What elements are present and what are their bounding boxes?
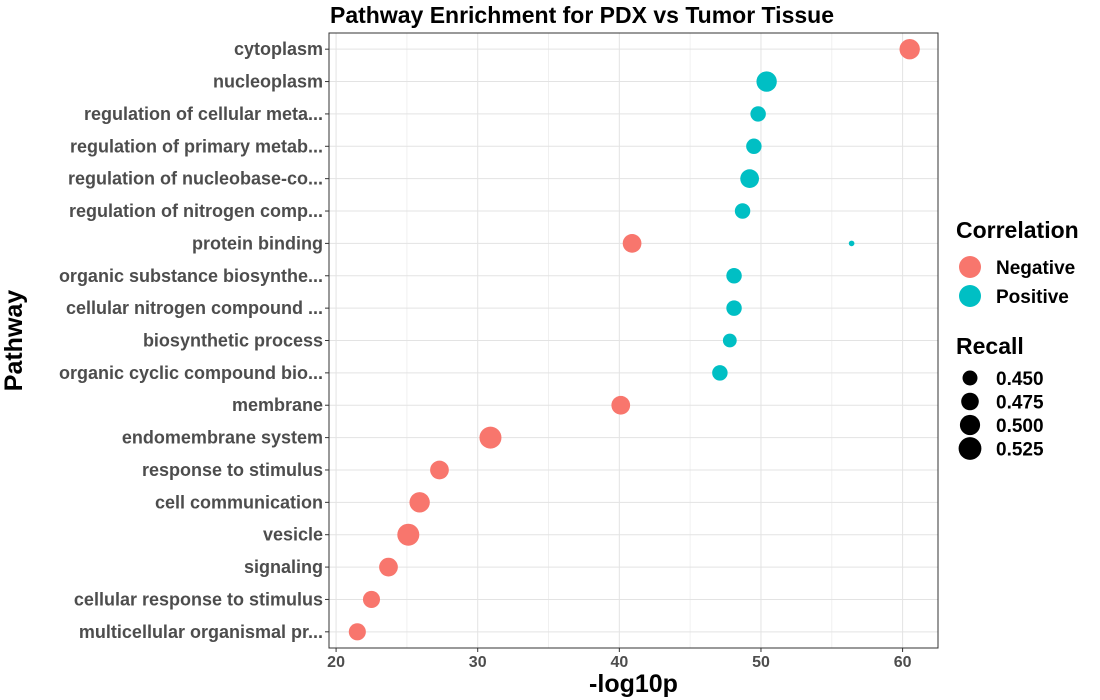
y-tick-label: nucleoplasm bbox=[213, 72, 323, 92]
legend-color-entries: Negative Positive bbox=[959, 256, 1075, 308]
legend-size-key bbox=[959, 414, 981, 436]
y-tick-label: protein binding bbox=[192, 233, 323, 253]
y-tick-label: cellular nitrogen compound ... bbox=[66, 298, 323, 318]
data-point bbox=[899, 39, 920, 60]
legend-color-label: Negative bbox=[996, 258, 1075, 279]
y-tick-label: regulation of primary metab... bbox=[70, 136, 323, 156]
data-point bbox=[397, 523, 420, 546]
data-point bbox=[756, 71, 777, 92]
y-tick-label: regulation of cellular meta... bbox=[84, 104, 323, 124]
y-tick-label: membrane bbox=[232, 395, 323, 415]
legend-color-key bbox=[959, 285, 981, 307]
x-tick-label: 50 bbox=[752, 654, 770, 671]
legend-color-key bbox=[959, 256, 981, 278]
data-point bbox=[622, 234, 642, 253]
legend-color-title: Correlation bbox=[956, 217, 1079, 243]
y-tick-label: organic cyclic compound bio... bbox=[59, 363, 323, 383]
grid-lines bbox=[329, 33, 938, 648]
x-tick-label: 60 bbox=[894, 654, 912, 671]
legend-size-label: 0.525 bbox=[996, 440, 1044, 461]
y-tick-label: cellular response to stimulus bbox=[74, 589, 323, 609]
legend: Correlation Negative Positive Recall 0.45… bbox=[956, 217, 1079, 461]
x-tick-label: 30 bbox=[469, 654, 487, 671]
legend-size-label: 0.500 bbox=[996, 416, 1044, 437]
data-point bbox=[479, 426, 502, 449]
data-point bbox=[750, 106, 766, 122]
data-point bbox=[740, 169, 759, 189]
data-point bbox=[726, 268, 742, 284]
x-tick-label: 20 bbox=[327, 654, 345, 671]
data-point bbox=[348, 623, 366, 641]
data-point bbox=[746, 138, 762, 155]
y-tick-label: response to stimulus bbox=[142, 460, 323, 480]
y-tick-label: endomembrane system bbox=[122, 428, 323, 448]
y-tick-label: signaling bbox=[244, 557, 323, 577]
data-point bbox=[712, 365, 728, 381]
data-point bbox=[379, 557, 398, 577]
legend-color-label: Positive bbox=[996, 287, 1069, 308]
y-tick-label: vesicle bbox=[263, 525, 323, 545]
y-axis-title: Pathway bbox=[0, 290, 28, 392]
y-tick-label: organic substance biosynthe... bbox=[59, 266, 323, 286]
chart-title: Pathway Enrichment for PDX vs Tumor Tiss… bbox=[330, 2, 834, 28]
data-point bbox=[611, 395, 631, 415]
y-tick-label: regulation of nitrogen comp... bbox=[69, 201, 323, 221]
y-tick-label: regulation of nucleobase-co... bbox=[68, 169, 323, 189]
y-tick-label: cell communication bbox=[155, 492, 323, 512]
legend-size-key bbox=[962, 370, 978, 386]
legend-size-title: Recall bbox=[956, 333, 1024, 359]
data-point bbox=[722, 333, 737, 348]
y-tick-labels: cytoplasm nucleoplasm regulation of cellul… bbox=[59, 39, 329, 642]
legend-size-key bbox=[961, 392, 979, 411]
x-tick-label: 40 bbox=[610, 654, 628, 671]
legend-size-label: 0.450 bbox=[996, 369, 1044, 390]
data-point bbox=[726, 300, 742, 316]
y-tick-label: multicellular organismal pr... bbox=[79, 622, 323, 642]
data-points bbox=[348, 39, 920, 641]
data-point bbox=[362, 590, 381, 608]
data-point bbox=[848, 240, 855, 247]
data-point bbox=[409, 492, 430, 513]
legend-size-label: 0.475 bbox=[996, 393, 1044, 414]
x-axis-title: -log10p bbox=[589, 670, 678, 698]
legend-size-key bbox=[958, 437, 982, 460]
y-tick-label: cytoplasm bbox=[234, 39, 323, 59]
data-point bbox=[734, 203, 751, 219]
y-tick-label: biosynthetic process bbox=[143, 331, 323, 351]
x-tick-labels: 20 30 40 50 60 bbox=[327, 648, 912, 671]
data-point bbox=[430, 460, 449, 480]
